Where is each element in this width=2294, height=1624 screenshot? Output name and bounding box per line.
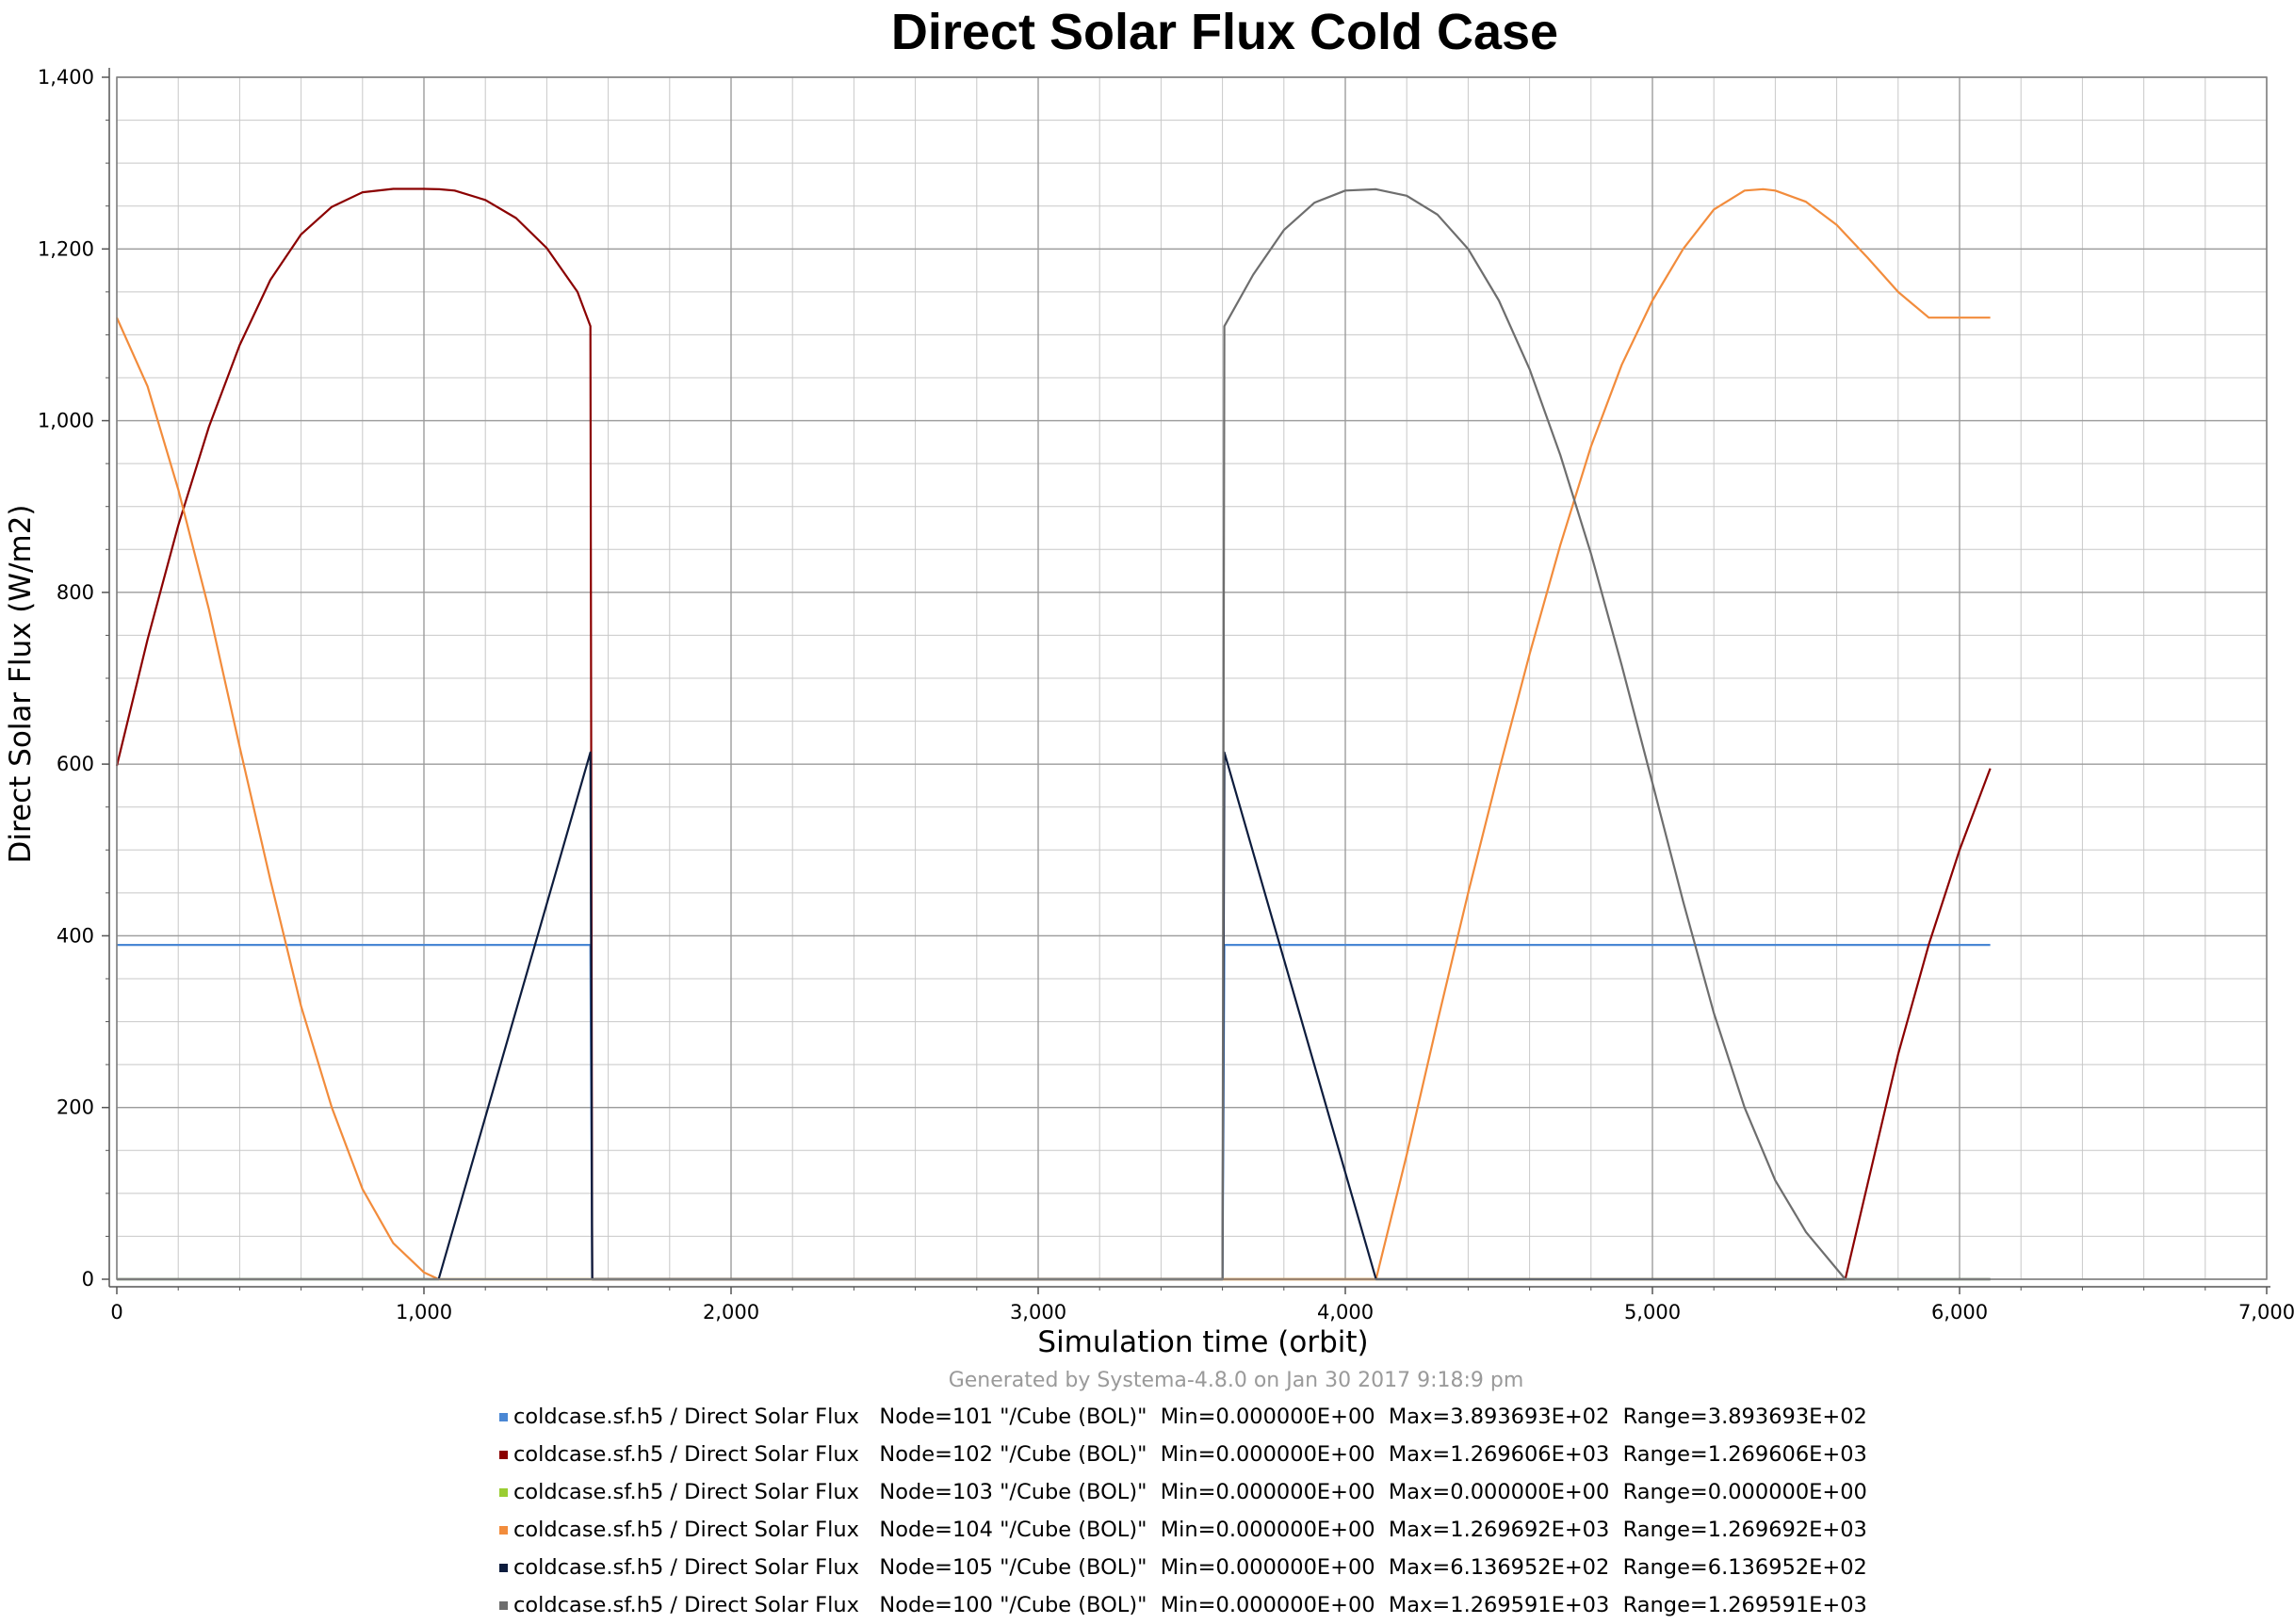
x-tick-label: 0 [110, 1301, 122, 1324]
legend-swatch [499, 1563, 508, 1572]
legend-swatch [499, 1600, 508, 1610]
x-tick-label: 5,000 [1624, 1301, 1681, 1324]
generated-footer: Generated by Systema-4.8.0 on Jan 30 201… [949, 1369, 1524, 1392]
y-tick-label: 600 [57, 753, 94, 775]
legend-label: coldcase.sf.h5 / Direct Solar Flux Node=… [513, 1442, 1867, 1467]
x-tick-label: 6,000 [1931, 1301, 1988, 1324]
grid [116, 76, 2268, 1280]
series-line-5 [117, 187, 1991, 1281]
legend-swatch [499, 1525, 508, 1535]
y-tick-label: 400 [57, 924, 94, 947]
y-tick-label: 0 [82, 1268, 94, 1291]
y-tick-label: 1,000 [38, 410, 94, 432]
x-tick-label: 4,000 [1317, 1301, 1374, 1324]
legend-item: coldcase.sf.h5 / Direct Solar Flux Node=… [499, 1436, 1867, 1473]
legend-item: coldcase.sf.h5 / Direct Solar Flux Node=… [499, 1549, 1867, 1586]
x-tick-label: 7,000 [2238, 1301, 2294, 1324]
legend-label: coldcase.sf.h5 / Direct Solar Flux Node=… [513, 1518, 1867, 1542]
axes: 0 1,000 2,000 3,000 4,000 5,000 6,000 7,000 0 200… [38, 66, 2294, 1324]
plot-frame [116, 76, 2268, 1280]
legend-label: coldcase.sf.h5 / Direct Solar Flux Node=… [513, 1405, 1867, 1429]
y-tick-label: 1,400 [38, 66, 94, 89]
series-line-1 [115, 187, 1992, 1281]
legend-item: coldcase.sf.h5 / Direct Solar Flux Node=… [499, 1473, 1867, 1511]
y-tick-label: 1,200 [38, 237, 94, 260]
legend-label: coldcase.sf.h5 / Direct Solar Flux Node=… [513, 1555, 1867, 1580]
legend-swatch [499, 1450, 508, 1459]
y-axis-label: Direct Solar Flux (W/m2) [4, 504, 38, 863]
x-tick-label: 1,000 [396, 1301, 452, 1324]
legend-item: coldcase.sf.h5 / Direct Solar Flux Node=… [499, 1398, 1867, 1436]
x-axis-label: Simulation time (orbit) [1037, 1325, 1368, 1359]
x-tick-label: 3,000 [1010, 1301, 1066, 1324]
series-line-3 [115, 187, 1991, 1281]
legend: coldcase.sf.h5 / Direct Solar Flux Node=… [499, 1398, 1867, 1624]
y-tick-label: 200 [57, 1096, 94, 1119]
chart-title: Direct Solar Flux Cold Case [891, 4, 1558, 60]
legend-item: coldcase.sf.h5 / Direct Solar Flux Node=… [499, 1586, 1867, 1624]
legend-item: coldcase.sf.h5 / Direct Solar Flux Node=… [499, 1511, 1867, 1549]
y-tick-label: 800 [57, 581, 94, 604]
legend-label: coldcase.sf.h5 / Direct Solar Flux Node=… [513, 1480, 1867, 1504]
legend-swatch [499, 1412, 508, 1421]
x-tick-label: 2,000 [703, 1301, 759, 1324]
legend-label: coldcase.sf.h5 / Direct Solar Flux Node=… [513, 1593, 1867, 1617]
legend-swatch [499, 1487, 508, 1497]
